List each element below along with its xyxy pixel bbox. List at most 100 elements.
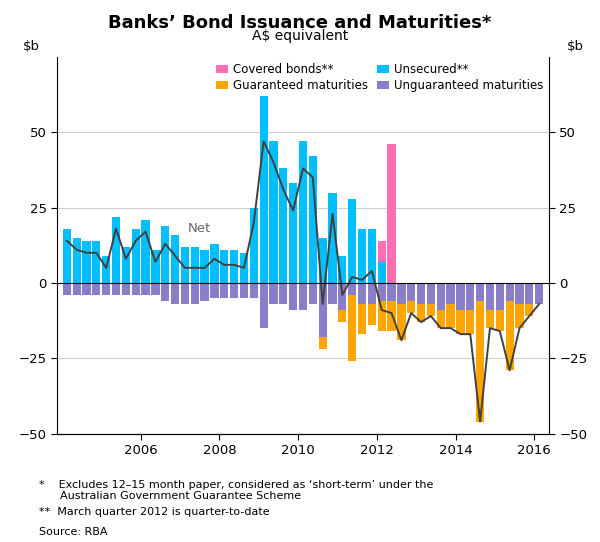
Bar [338, 256, 346, 283]
Bar [73, 283, 81, 295]
Bar [250, 283, 258, 298]
Bar [131, 283, 140, 295]
Bar [368, 229, 376, 283]
Bar [486, 283, 494, 310]
Bar [92, 283, 100, 295]
Bar [476, 301, 484, 422]
Bar [211, 244, 218, 283]
Bar [299, 283, 307, 310]
Bar [388, 301, 395, 331]
Bar [377, 301, 386, 331]
Bar [122, 247, 130, 283]
Bar [181, 283, 189, 304]
Bar [496, 310, 504, 331]
Bar [407, 283, 415, 301]
Bar [525, 283, 533, 304]
Bar [348, 283, 356, 295]
Bar [63, 229, 71, 283]
Bar [151, 250, 160, 283]
Bar [191, 283, 199, 304]
Bar [368, 304, 376, 325]
Bar [240, 253, 248, 283]
Bar [142, 220, 149, 283]
Bar [220, 283, 229, 298]
Bar [506, 301, 514, 370]
Bar [171, 235, 179, 283]
Bar [82, 283, 91, 295]
Bar [102, 256, 110, 283]
Bar [131, 229, 140, 283]
Bar [171, 283, 179, 304]
Bar [142, 283, 149, 295]
Bar [309, 156, 317, 283]
Bar [240, 283, 248, 298]
Bar [161, 283, 169, 301]
Bar [368, 283, 376, 304]
Bar [230, 283, 238, 298]
Bar [446, 283, 455, 304]
Bar [112, 217, 120, 283]
Text: $b: $b [23, 40, 40, 53]
Bar [82, 241, 91, 283]
Bar [377, 262, 386, 283]
Bar [476, 283, 484, 301]
Bar [200, 250, 209, 283]
Bar [417, 283, 425, 304]
Bar [319, 337, 327, 349]
Bar [279, 169, 287, 283]
Text: Net: Net [188, 222, 211, 235]
Bar [417, 304, 425, 322]
Bar [161, 225, 169, 283]
Bar [122, 283, 130, 295]
Bar [377, 241, 386, 262]
Legend: Covered bonds**, Guaranteed maturities, Unsecured**, Unguaranteed maturities: Covered bonds**, Guaranteed maturities, … [216, 63, 543, 92]
Bar [338, 310, 346, 322]
Bar [191, 247, 199, 283]
Text: Source: RBA: Source: RBA [39, 527, 107, 537]
Bar [427, 304, 435, 316]
Bar [260, 283, 268, 328]
Bar [437, 310, 445, 328]
Bar [319, 238, 327, 283]
Bar [230, 250, 238, 283]
Bar [377, 283, 386, 301]
Bar [348, 295, 356, 362]
Bar [269, 141, 278, 283]
Bar [181, 247, 189, 283]
Bar [112, 283, 120, 295]
Bar [338, 283, 346, 310]
Bar [102, 283, 110, 295]
Bar [73, 238, 81, 283]
Bar [446, 304, 455, 328]
Bar [250, 208, 258, 283]
Bar [319, 283, 327, 337]
Bar [289, 184, 297, 283]
Bar [92, 241, 100, 283]
Bar [457, 310, 464, 334]
Bar [260, 96, 268, 283]
Bar [63, 283, 71, 295]
Bar [388, 283, 395, 301]
Bar [289, 283, 297, 310]
Text: Banks’ Bond Issuance and Maturities*: Banks’ Bond Issuance and Maturities* [109, 14, 491, 31]
Bar [397, 283, 406, 304]
Bar [496, 283, 504, 310]
Bar [309, 283, 317, 304]
Bar [269, 283, 278, 304]
Bar [515, 304, 524, 328]
Bar [427, 283, 435, 304]
Bar [486, 310, 494, 328]
Bar [515, 283, 524, 304]
Text: **  March quarter 2012 is quarter-to-date: ** March quarter 2012 is quarter-to-date [39, 507, 269, 517]
Bar [220, 250, 229, 283]
Bar [525, 304, 533, 316]
Bar [348, 198, 356, 283]
Text: *    Excludes 12–15 month paper, considered as ‘short-term’ under the
      Aust: * Excludes 12–15 month paper, considered… [39, 480, 433, 501]
Bar [358, 304, 366, 334]
Bar [535, 283, 543, 304]
Bar [328, 283, 337, 304]
Bar [200, 283, 209, 301]
Bar [358, 283, 366, 304]
Bar [457, 283, 464, 310]
Bar [358, 229, 366, 283]
